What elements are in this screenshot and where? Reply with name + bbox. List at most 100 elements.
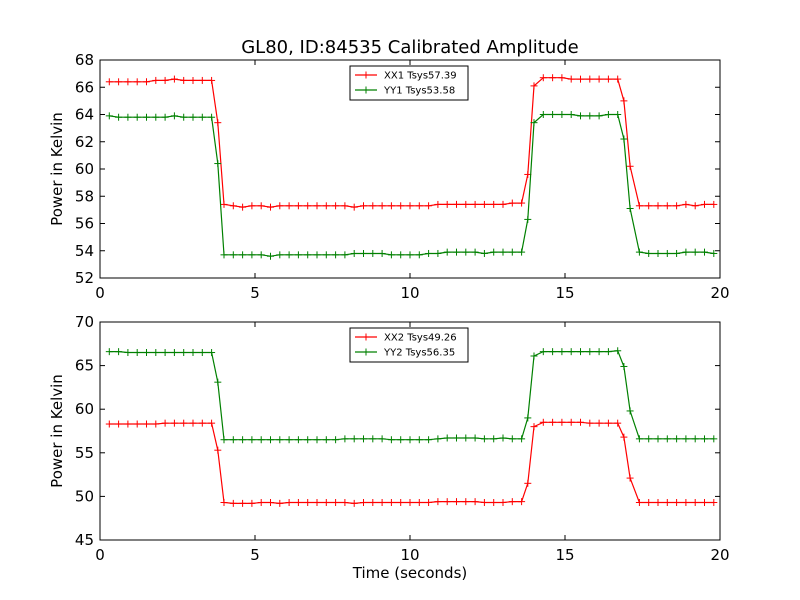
y-tick-label: 70 — [75, 313, 94, 331]
data-point — [170, 419, 178, 427]
data-point — [313, 202, 321, 210]
data-point — [614, 347, 622, 355]
data-point — [462, 200, 470, 208]
data-point — [635, 248, 643, 256]
legend-item: YY2 Tsys56.35 — [355, 348, 455, 359]
top-panel: 52 54 56 58 60 62 64 66 68 0 5 10 15 20 Power in Kelvi… — [48, 51, 730, 302]
data-point — [220, 436, 228, 444]
data-point — [549, 418, 557, 426]
data-point — [645, 499, 653, 507]
data-point — [133, 113, 141, 121]
data-point — [170, 112, 178, 120]
data-point — [691, 499, 699, 507]
data-point — [604, 111, 612, 118]
data-point — [673, 499, 681, 507]
data-point — [691, 435, 699, 443]
data-point — [530, 423, 538, 431]
data-point — [443, 200, 451, 208]
x-axis-label: Time (seconds) — [352, 564, 468, 582]
data-point — [595, 348, 603, 356]
data-point — [490, 435, 498, 443]
data-point — [539, 348, 547, 356]
data-point — [490, 248, 498, 256]
data-point — [453, 498, 460, 506]
data-point — [322, 499, 330, 507]
data-point — [248, 499, 256, 507]
data-point — [350, 435, 358, 443]
data-point — [220, 499, 228, 507]
data-point — [654, 499, 662, 507]
data-point — [567, 75, 575, 83]
data-point — [285, 499, 293, 507]
chart-title: GL80, ID:84535 Calibrated Amplitude — [241, 37, 579, 58]
data-point — [133, 420, 141, 428]
data-point — [415, 436, 423, 444]
data-point — [586, 75, 594, 83]
data-point — [133, 349, 141, 357]
data-point — [115, 420, 123, 428]
data-point — [415, 251, 423, 259]
data-point — [304, 499, 312, 507]
data-point — [180, 113, 188, 121]
data-point — [595, 112, 603, 120]
data-point — [378, 249, 386, 257]
data-point — [701, 499, 708, 507]
data-point — [248, 202, 256, 210]
data-point — [406, 436, 414, 444]
data-point — [577, 75, 584, 83]
data-point — [567, 418, 575, 426]
data-point — [208, 113, 216, 121]
data-point — [406, 251, 414, 259]
y-tick-label: 64 — [75, 106, 94, 124]
data-point — [443, 434, 451, 442]
y-tick-label: 54 — [75, 242, 94, 260]
data-point — [387, 202, 395, 210]
data-point — [710, 435, 718, 443]
data-point — [276, 436, 284, 444]
data-point — [620, 135, 628, 143]
y-axis-label: Power in Kelvin — [48, 374, 66, 488]
data-point — [471, 434, 479, 442]
x-tick-label: 20 — [710, 546, 729, 564]
data-point — [369, 202, 377, 210]
data-point — [558, 111, 566, 118]
legend-item: XX2 Tsys49.26 — [355, 333, 457, 344]
legend-label: YY1 Tsys53.58 — [383, 86, 455, 97]
data-point — [369, 249, 377, 257]
data-point — [276, 499, 284, 507]
data-point — [462, 498, 470, 506]
data-point — [105, 112, 113, 120]
data-point — [425, 436, 433, 444]
data-point — [425, 202, 433, 210]
data-point — [480, 435, 488, 443]
data-point — [341, 435, 349, 443]
data-point — [214, 119, 222, 127]
data-point — [267, 436, 274, 444]
data-point — [645, 202, 653, 210]
data-point — [415, 499, 423, 507]
data-point — [453, 200, 460, 208]
x-tick-label: 5 — [250, 546, 260, 564]
data-point — [620, 97, 628, 105]
data-point — [443, 498, 451, 506]
data-point — [220, 200, 228, 208]
data-point — [614, 419, 622, 427]
data-point — [518, 435, 526, 443]
data-point — [434, 435, 442, 443]
data-point — [378, 202, 386, 210]
data-point — [673, 249, 681, 257]
legend-item: XX1 Tsys57.39 — [355, 71, 457, 82]
data-point — [415, 202, 423, 210]
data-point — [397, 202, 405, 210]
data-point — [549, 74, 557, 82]
legend-box — [349, 327, 469, 363]
y-tick-label: 50 — [75, 487, 94, 505]
data-point — [443, 248, 451, 256]
data-point — [645, 435, 653, 443]
data-point — [360, 499, 367, 507]
data-point — [663, 249, 671, 257]
data-point — [322, 202, 330, 210]
data-point — [143, 349, 150, 357]
data-point — [397, 499, 405, 507]
data-point — [239, 436, 247, 444]
